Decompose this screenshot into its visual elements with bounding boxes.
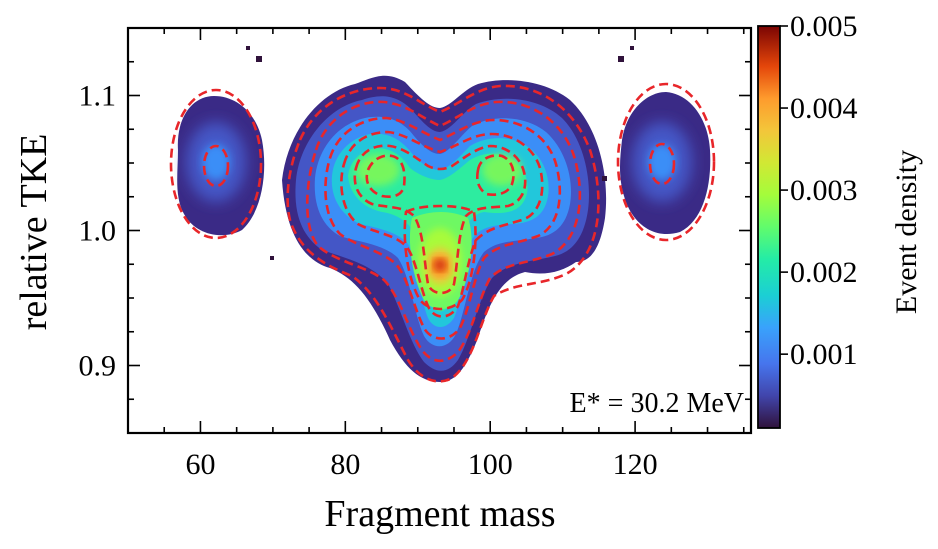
x-tick-label: 80	[330, 448, 360, 481]
speck	[256, 56, 262, 62]
y-tick-label: 1.1	[79, 80, 117, 113]
y-tick-label: 0.9	[79, 350, 117, 383]
colorbar-tick-labels: 0.001 0.002 0.003 0.004 0.005	[790, 10, 858, 371]
energy-annotation: E* = 30.2 MeV	[570, 388, 744, 419]
density-map	[177, 46, 711, 382]
colorbar-label: Event density	[890, 150, 923, 314]
speck	[602, 176, 607, 181]
colorbar-frame	[757, 25, 781, 429]
colorbar-tick-label: 0.005	[790, 10, 858, 43]
y-tick-label: 1.0	[79, 215, 117, 248]
colorbar-tick-label: 0.002	[790, 256, 858, 289]
speck	[618, 56, 624, 62]
colorbar-tick-label: 0.003	[790, 174, 858, 207]
x-tick-label: 60	[185, 448, 215, 481]
colorbar-ticks	[780, 25, 788, 355]
x-tick-label: 120	[613, 448, 658, 481]
x-axis-label: Fragment mass	[324, 493, 555, 535]
speck	[630, 46, 634, 50]
speck	[246, 46, 250, 50]
axis-tick-labels: 60 80 100 120 0.9 1.0 1.1	[79, 80, 658, 482]
colorbar-tick-label: 0.004	[790, 92, 858, 125]
y-axis-label: relative TKE	[13, 134, 55, 331]
speck	[270, 256, 274, 260]
contour-lines	[169, 82, 716, 383]
axis-ticks	[127, 27, 751, 434]
colorbar-tick-label: 0.001	[790, 338, 858, 371]
x-tick-label: 100	[468, 448, 513, 481]
colorbar	[758, 26, 780, 428]
